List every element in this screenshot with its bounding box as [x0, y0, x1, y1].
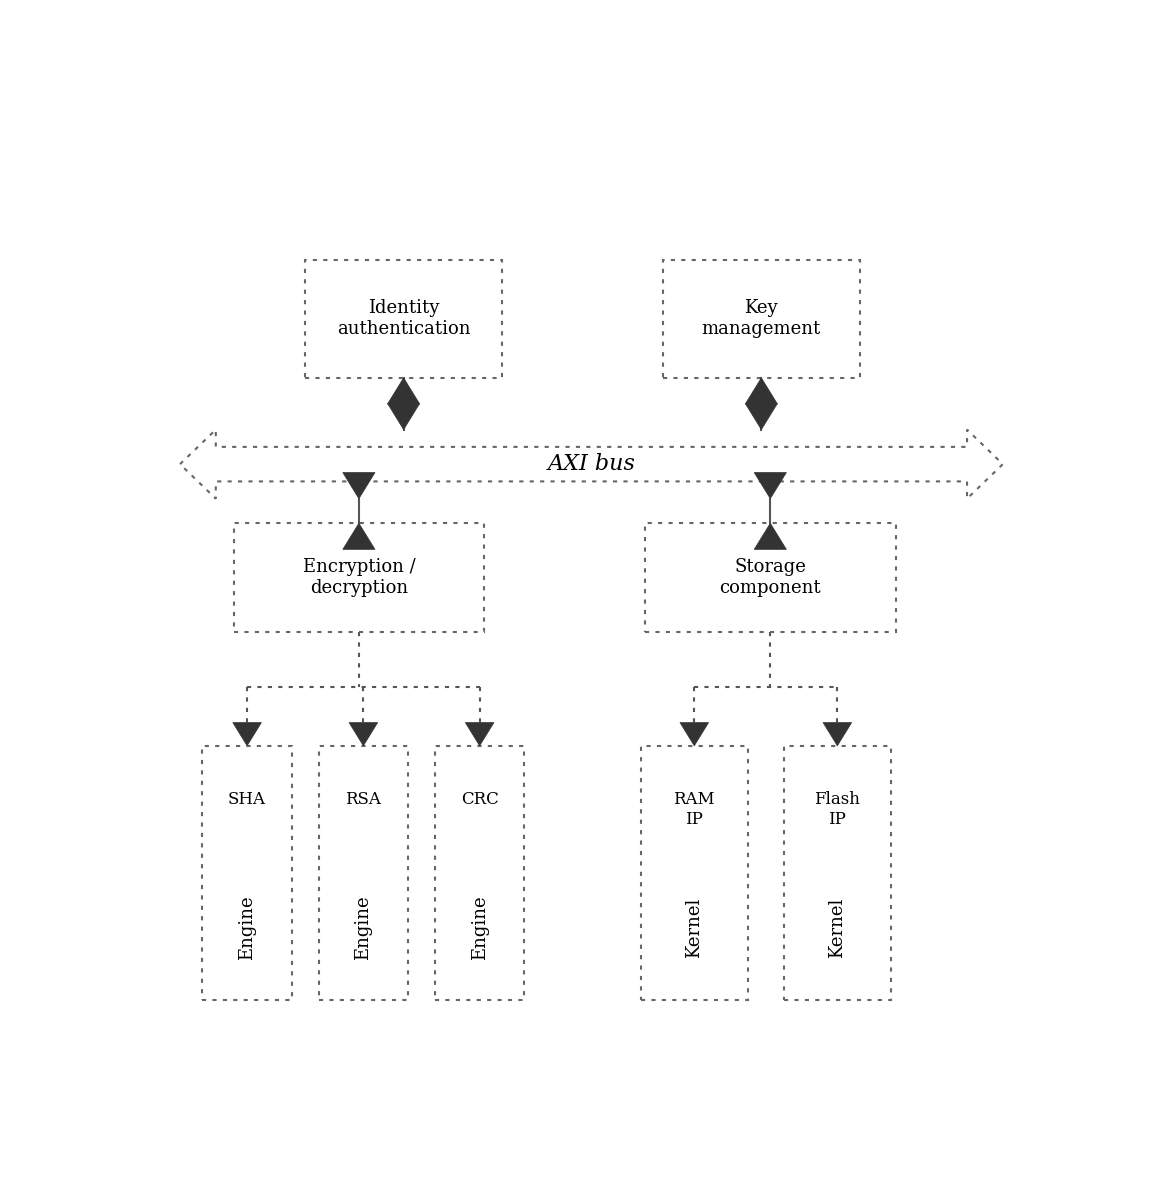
- Bar: [784, 746, 891, 1001]
- Text: RAM
IP: RAM IP: [674, 792, 715, 828]
- Polygon shape: [388, 378, 420, 404]
- Bar: [640, 746, 748, 1001]
- Polygon shape: [180, 430, 1003, 499]
- Polygon shape: [233, 722, 262, 746]
- Bar: [305, 260, 502, 378]
- Text: SHA: SHA: [228, 792, 267, 808]
- Bar: [645, 523, 896, 632]
- Polygon shape: [349, 722, 377, 746]
- Bar: [233, 523, 485, 632]
- Bar: [319, 746, 409, 1001]
- Text: Engine: Engine: [471, 896, 488, 959]
- Bar: [435, 746, 524, 1001]
- Polygon shape: [465, 722, 494, 746]
- Text: CRC: CRC: [460, 792, 499, 808]
- Polygon shape: [388, 404, 420, 430]
- Polygon shape: [755, 472, 786, 499]
- Text: Flash
IP: Flash IP: [815, 792, 861, 828]
- Text: Encryption /
decryption: Encryption / decryption: [302, 558, 415, 597]
- Text: Engine: Engine: [238, 896, 256, 959]
- Text: Engine: Engine: [354, 896, 373, 959]
- Polygon shape: [755, 523, 786, 550]
- Polygon shape: [343, 472, 375, 499]
- Text: Kernel: Kernel: [829, 897, 846, 958]
- Text: AXI bus: AXI bus: [547, 453, 636, 476]
- Text: Kernel: Kernel: [685, 897, 703, 958]
- Polygon shape: [343, 523, 375, 550]
- Bar: [662, 260, 860, 378]
- Polygon shape: [680, 722, 709, 746]
- Bar: [202, 746, 292, 1001]
- Text: Key
management: Key management: [702, 300, 820, 339]
- Polygon shape: [745, 378, 778, 404]
- Polygon shape: [823, 722, 852, 746]
- Polygon shape: [745, 404, 778, 430]
- Text: Storage
component: Storage component: [719, 558, 822, 597]
- Text: Identity
authentication: Identity authentication: [337, 300, 471, 339]
- Text: RSA: RSA: [345, 792, 381, 808]
